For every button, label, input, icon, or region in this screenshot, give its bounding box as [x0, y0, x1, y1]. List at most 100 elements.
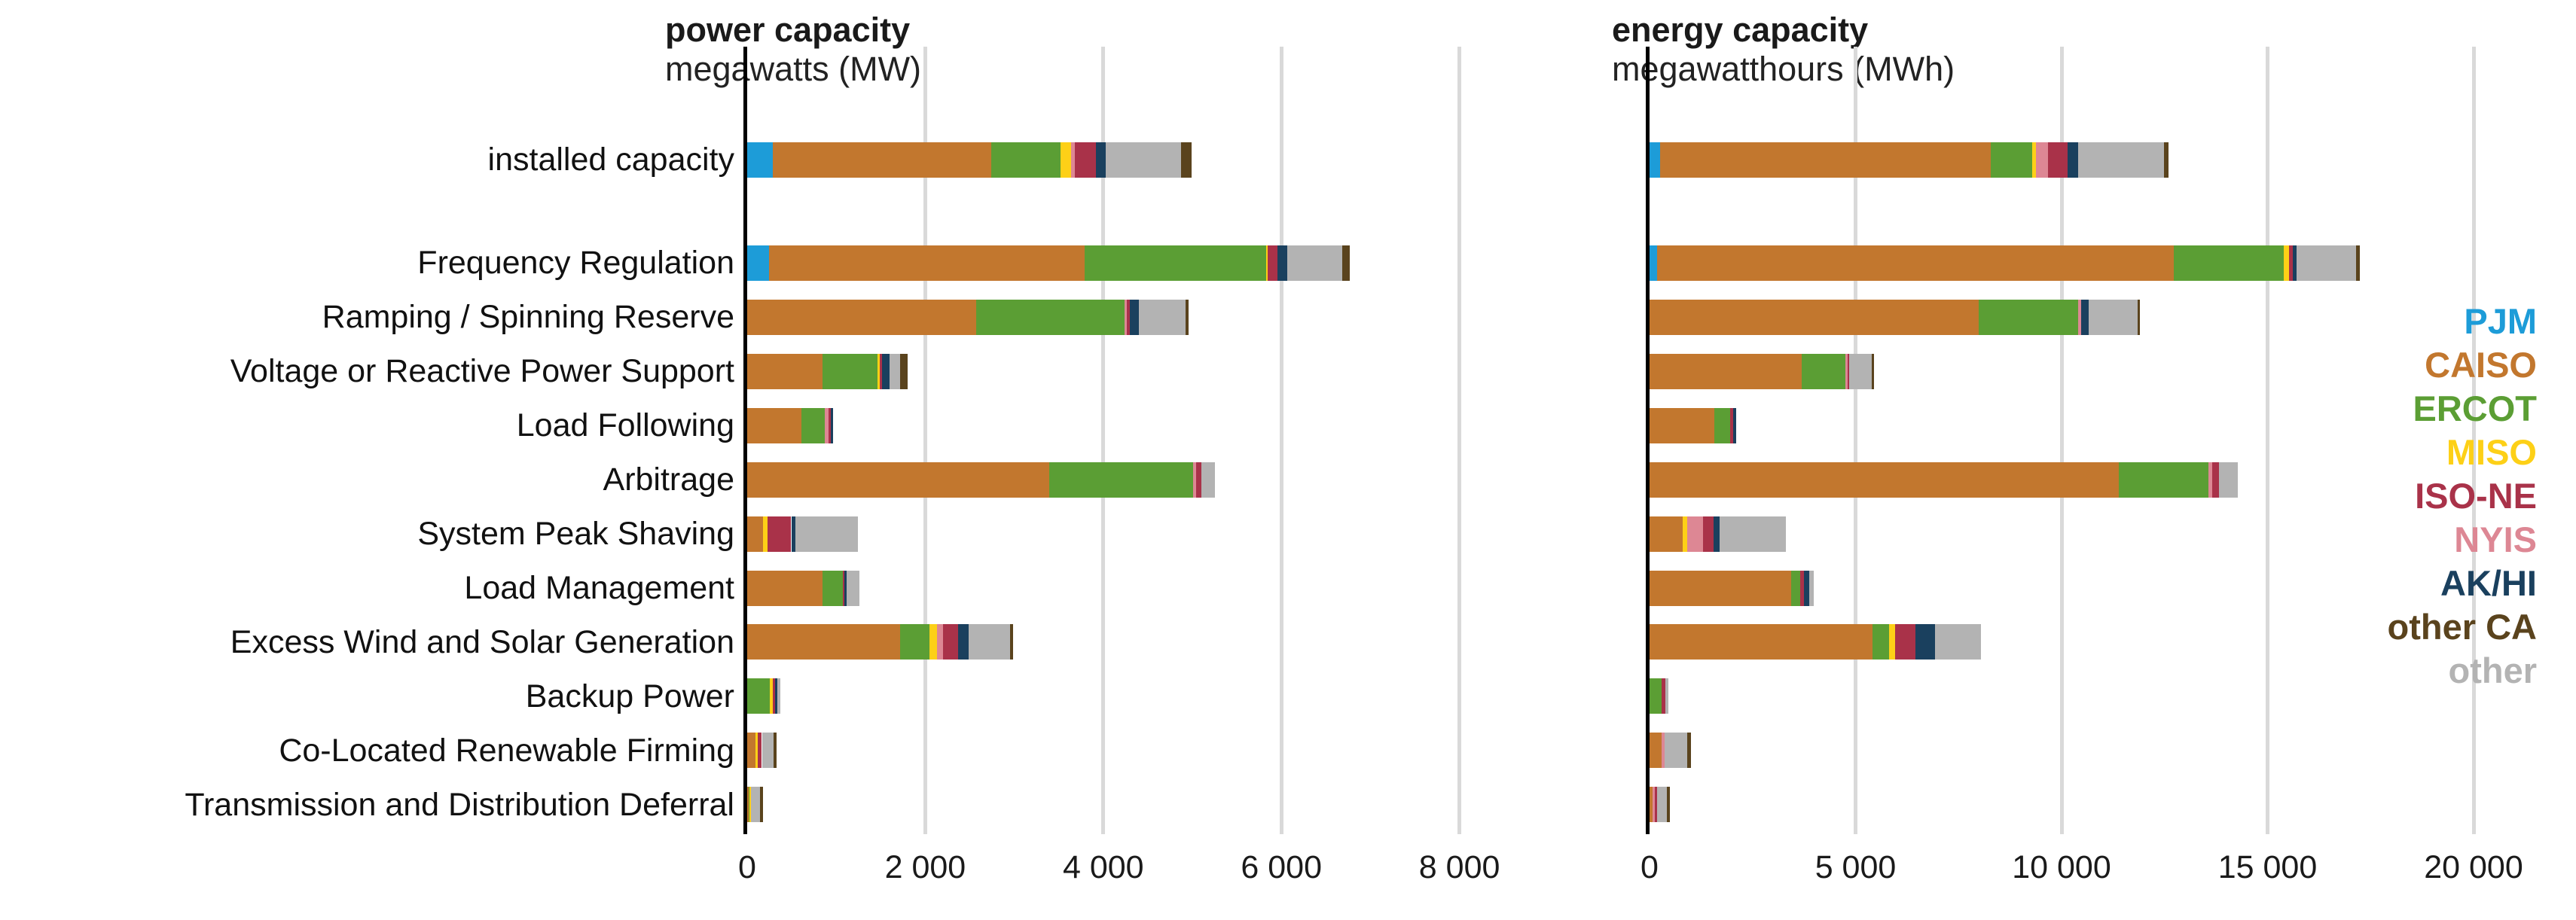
bar-segment-ercot: [801, 407, 825, 443]
row-label: Ramping / Spinning Reserve: [322, 299, 734, 335]
legend-item-ak-hi: AK/HI: [2440, 563, 2537, 603]
bar-segment-other: [795, 516, 859, 552]
bar-segment-caiso: [1650, 299, 1979, 335]
gridline: [2471, 47, 2476, 834]
bar-segment-ercot: [1801, 353, 1846, 389]
bar-segment-ak-hi: [958, 624, 969, 660]
bar-segment-other: [751, 787, 761, 822]
x-axis-tick-label: 4 000: [1062, 849, 1144, 885]
bar-segment-ak-hi: [2080, 299, 2089, 335]
bar-segment-ercot: [2174, 245, 2285, 281]
gridline: [1854, 47, 1857, 834]
bar-segment-miso: [929, 624, 937, 660]
bar-segment-iso-ne: [880, 353, 883, 389]
bar-segment-other: [1287, 245, 1342, 281]
bar-segment-other: [2297, 245, 2357, 281]
left-chart-title: power capacity: [665, 11, 911, 49]
row-label: System Peak Shaving: [417, 516, 734, 552]
bar-segment-ak-hi: [1130, 299, 1140, 335]
bar-segment-iso-ne: [1895, 624, 1915, 660]
bar-segment-other: [1719, 516, 1786, 552]
bar-segment-iso-ne: [1729, 407, 1734, 443]
gridline: [1457, 47, 1462, 834]
bar-segment-caiso: [1657, 245, 2175, 281]
bar-segment-ak-hi: [2067, 142, 2078, 178]
legend-item-caiso: CAISO: [2425, 345, 2537, 385]
bar-segment-ercot: [748, 787, 750, 822]
bar-segment-other-ca: [1009, 624, 1013, 660]
bar-segment-other: [1105, 142, 1181, 178]
bar-segment-caiso: [747, 462, 1049, 498]
bar-segment-other-ca: [774, 733, 777, 768]
bar-segment-other-ca: [899, 353, 908, 389]
bar-segment-miso: [2284, 245, 2290, 281]
bar-segment-caiso: [1650, 353, 1802, 389]
bar-segment-other: [762, 733, 774, 768]
gridline: [1279, 47, 1283, 834]
row-label: Frequency Regulation: [417, 245, 734, 281]
bar-segment-other-ca: [1687, 733, 1691, 768]
bar-segment-iso-ne: [1196, 462, 1202, 498]
bar-segment-ercot: [823, 353, 878, 389]
bar-segment-nyis: [1653, 787, 1656, 822]
row-label: Transmission and Distribution Deferral: [185, 786, 734, 823]
legend-item-nyis: NYIS: [2454, 519, 2537, 559]
bar-segment-ercot: [990, 142, 1061, 178]
legend-item-other-ca: other CA: [2387, 607, 2537, 647]
bar-segment-nyis: [1071, 142, 1075, 178]
bar-segment-iso-ne: [2211, 462, 2219, 498]
bar-segment-other-ca: [1341, 245, 1351, 281]
bar-segment-iso-ne: [1702, 516, 1714, 552]
row-label: Voltage or Reactive Power Support: [230, 353, 734, 389]
bar-segment-other-ca: [760, 787, 764, 822]
bar-segment-other: [1808, 570, 1814, 606]
bar-segment-nyis: [936, 624, 944, 660]
bar-segment-caiso: [747, 516, 764, 552]
bar-segment-iso-ne: [1074, 142, 1096, 178]
bar-segment-ak-hi: [1713, 516, 1720, 552]
bar-segment-miso: [749, 787, 752, 822]
bar-segment-caiso: [1650, 733, 1662, 768]
bar-segment-other-ca: [1872, 353, 1874, 389]
bar-segment-miso: [1888, 624, 1895, 660]
x-axis-tick-label: 0: [1641, 849, 1659, 885]
bar-segment-caiso: [747, 407, 802, 443]
row-label: Load Following: [516, 407, 734, 443]
bar-segment-ercot: [1990, 142, 2033, 178]
bar-segment-ercot: [2118, 462, 2208, 498]
x-axis-tick-label: 8 000: [1418, 849, 1500, 885]
bar-segment-caiso: [747, 787, 749, 822]
bar-segment-iso-ne: [1655, 787, 1658, 822]
x-axis-tick-label: 6 000: [1241, 849, 1322, 885]
bar-segment-other: [847, 570, 859, 606]
bar-segment-other: [1139, 299, 1186, 335]
bar-segment-miso: [1265, 245, 1268, 281]
bar-segment-ak-hi: [1733, 407, 1737, 443]
bar-segment-nyis: [1192, 462, 1197, 498]
bar-segment-iso-ne: [1661, 678, 1666, 714]
row-label: installed capacity: [487, 142, 734, 178]
bar-segment-ak-hi: [844, 570, 847, 606]
bar-segment-nyis: [824, 407, 829, 443]
x-axis-tick-label: 0: [738, 849, 756, 885]
bar-segment-miso: [755, 733, 758, 768]
bar-segment-other: [1665, 733, 1688, 768]
bar-segment-caiso: [1650, 787, 1653, 822]
bar-segment-iso-ne: [772, 678, 776, 714]
bar-segment-caiso: [773, 142, 991, 178]
bar-segment-ercot: [1650, 678, 1662, 714]
bar-segment-ercot: [1084, 245, 1266, 281]
bar-segment-ercot: [1048, 462, 1193, 498]
bar-segment-pjm: [1650, 245, 1658, 281]
bar-segment-ak-hi: [1804, 570, 1809, 606]
gridline: [2266, 47, 2269, 834]
bar-segment-other: [2089, 299, 2138, 335]
bar-segment-ak-hi: [882, 353, 890, 389]
bar-segment-other: [968, 624, 1010, 660]
bar-segment-ak-hi: [775, 678, 778, 714]
bar-segment-other: [2077, 142, 2165, 178]
bar-segment-ercot: [1714, 407, 1730, 443]
bar-segment-nyis: [2208, 462, 2212, 498]
right-chart-title: energy capacity: [1612, 11, 1869, 49]
